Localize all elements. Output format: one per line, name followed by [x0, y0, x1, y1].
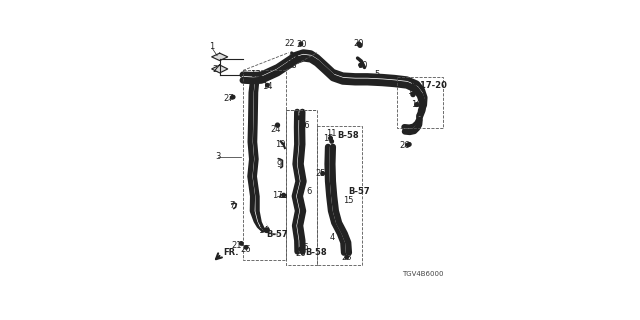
Circle shape [298, 116, 301, 119]
Circle shape [357, 42, 360, 45]
Text: 23: 23 [341, 253, 352, 262]
Text: 22: 22 [285, 39, 295, 48]
Text: 17: 17 [272, 191, 283, 200]
Text: 9: 9 [276, 160, 282, 169]
Text: 11: 11 [326, 129, 337, 138]
Circle shape [358, 43, 362, 47]
Text: 1: 1 [209, 42, 215, 51]
Text: 20: 20 [353, 39, 364, 48]
Text: 26: 26 [241, 244, 252, 253]
Bar [397, 76, 443, 128]
Text: 20: 20 [296, 40, 307, 49]
Text: 21: 21 [232, 241, 242, 250]
Text: 27: 27 [223, 94, 234, 103]
Circle shape [239, 242, 243, 245]
Circle shape [415, 103, 419, 106]
Text: 10: 10 [356, 60, 367, 69]
Text: 26: 26 [296, 250, 306, 259]
Circle shape [259, 76, 262, 80]
Text: 7: 7 [229, 202, 235, 211]
Text: 25: 25 [316, 169, 326, 178]
Text: 14: 14 [262, 82, 273, 91]
Text: 4: 4 [330, 234, 335, 243]
Text: 19: 19 [275, 140, 285, 149]
Text: 15: 15 [323, 134, 333, 143]
Circle shape [275, 123, 280, 127]
Circle shape [412, 92, 415, 96]
Polygon shape [212, 65, 228, 73]
Text: 14: 14 [258, 226, 268, 235]
Circle shape [359, 63, 362, 67]
Circle shape [330, 140, 333, 143]
Text: 5: 5 [374, 70, 380, 79]
Text: 18: 18 [286, 60, 297, 69]
Text: B-17-20: B-17-20 [411, 81, 447, 90]
Polygon shape [212, 53, 228, 60]
Text: 8: 8 [289, 53, 294, 62]
Text: 24: 24 [271, 125, 281, 134]
Circle shape [264, 228, 268, 232]
Bar [243, 70, 285, 260]
Circle shape [406, 143, 410, 147]
Text: 14: 14 [407, 87, 417, 96]
Circle shape [244, 246, 248, 249]
Text: 16: 16 [411, 100, 422, 109]
Circle shape [282, 193, 285, 197]
Text: 13: 13 [250, 70, 260, 79]
Text: 16: 16 [298, 243, 308, 252]
Text: 2: 2 [212, 65, 218, 74]
Text: TGV4B6000: TGV4B6000 [403, 271, 444, 277]
Circle shape [345, 255, 348, 259]
Text: 12: 12 [293, 113, 304, 122]
Circle shape [411, 92, 415, 97]
Circle shape [299, 247, 302, 251]
Text: 26: 26 [399, 141, 410, 150]
Circle shape [230, 96, 234, 99]
Circle shape [266, 84, 269, 87]
Circle shape [329, 136, 332, 140]
Circle shape [232, 95, 235, 99]
Circle shape [301, 251, 305, 254]
Circle shape [301, 123, 305, 126]
Circle shape [321, 172, 324, 175]
Bar [280, 194, 286, 197]
Text: B-58: B-58 [305, 248, 326, 257]
Text: 3: 3 [215, 152, 220, 161]
Text: 16: 16 [300, 121, 310, 130]
Bar [317, 126, 362, 265]
Text: B-57: B-57 [267, 230, 288, 239]
Text: 15: 15 [343, 196, 354, 205]
Circle shape [408, 143, 411, 146]
Text: FR.: FR. [223, 248, 239, 257]
Bar [285, 110, 317, 265]
Text: 6: 6 [306, 187, 312, 196]
Text: B-57: B-57 [348, 187, 370, 196]
Text: B-58: B-58 [337, 131, 358, 140]
Circle shape [299, 42, 303, 45]
Circle shape [415, 103, 418, 107]
